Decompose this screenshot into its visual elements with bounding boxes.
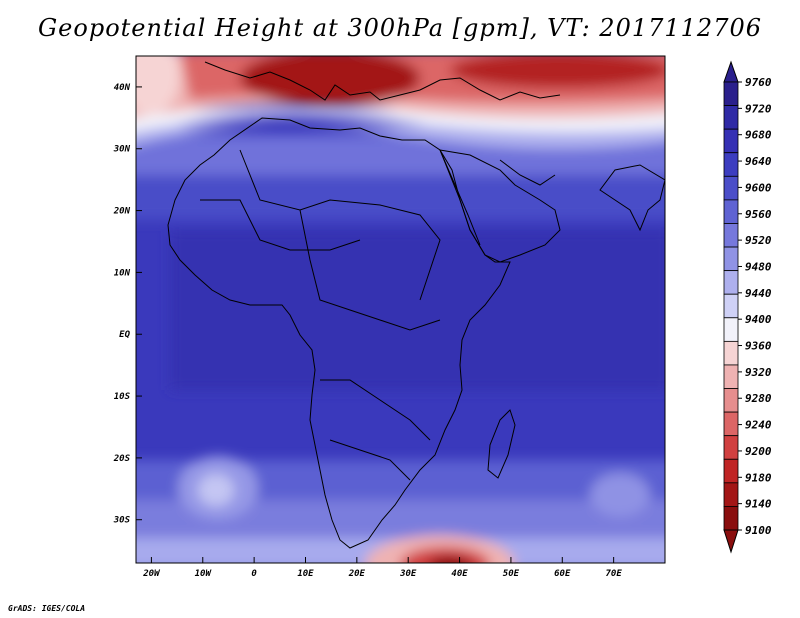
y-tick-label: 30N <box>113 145 131 155</box>
x-tick-label: 70E <box>606 569 623 579</box>
colorbar: 9760 9720 9680 9640 9600 9560 9520 9480 9440 9400… <box>723 60 772 554</box>
colorbar-swatch <box>723 458 739 484</box>
colorbar-swatch <box>723 293 739 319</box>
india-outline <box>599 164 665 232</box>
tropical-core <box>170 230 665 390</box>
inner-border-3 <box>320 379 431 441</box>
inner-border-2 <box>299 209 441 331</box>
asia-trough <box>450 56 665 88</box>
colorbar-swatch <box>723 340 739 366</box>
colorbar-label: 9680 <box>745 129 772 142</box>
colorbar-label: 9600 <box>745 181 772 194</box>
colorbar-swatch <box>723 506 739 531</box>
colorbar-swatch <box>723 175 739 201</box>
colorbar-label: 9100 <box>745 524 772 537</box>
sa-low-core <box>429 556 471 563</box>
med-trough-core <box>240 56 420 106</box>
europe-coast <box>204 61 561 101</box>
madagascar-outline <box>487 409 516 479</box>
persian-gulf <box>499 159 556 186</box>
y-tick-label: 20N <box>113 207 131 217</box>
colorbar-swatch <box>723 482 739 507</box>
colorbar-swatch <box>723 411 739 437</box>
colorbar-label: 9440 <box>745 287 772 300</box>
colorbar-swatch <box>723 152 739 177</box>
y-tick-label: 10S <box>114 392 131 402</box>
colorbar-top-arrow <box>723 60 739 83</box>
colorbar-label: 9560 <box>745 208 772 221</box>
x-tick-label: 20W <box>142 569 161 579</box>
arabia-outline <box>439 149 561 263</box>
x-tick-label: 20E <box>348 569 366 579</box>
height-field <box>136 56 665 563</box>
colorbar-label: 9280 <box>745 392 772 405</box>
plot-frame <box>135 55 666 564</box>
map-title: Geopotential Height at 300hPa [gpm], VT:… <box>38 14 762 42</box>
x-tick-label: 10E <box>297 569 314 579</box>
x-axis: 20W 10W 0 10E 20E 30E 40E 50E 60E 70E <box>142 557 622 579</box>
colorbar-swatch <box>723 105 739 130</box>
indian-high <box>590 473 650 517</box>
colorbar-label: 9200 <box>745 445 772 458</box>
grads-credit: GrADS: IGES/COLA <box>8 604 86 613</box>
colorbar-swatch <box>723 364 739 389</box>
x-tick-label: 30E <box>399 569 417 579</box>
colorbar-label: 9640 <box>745 155 772 168</box>
y-tick-label: 20S <box>113 454 131 464</box>
y-tick-label: 40N <box>114 83 131 93</box>
inner-border-4 <box>329 439 411 481</box>
colorbar-swatch <box>723 128 739 154</box>
colorbar-label: 9320 <box>745 366 772 379</box>
inner-border-5 <box>200 199 361 251</box>
colorbar-label: 9760 <box>745 76 772 89</box>
x-tick-label: 60E <box>554 569 571 579</box>
coastlines <box>167 61 665 549</box>
colorbar-label: 9240 <box>745 419 772 432</box>
colorbar-label: 9360 <box>745 340 772 353</box>
colorbar-label: 9180 <box>745 471 772 484</box>
colorbar-swatch <box>723 223 739 248</box>
atlantic-ridge-nw <box>136 56 180 115</box>
inner-border-1 <box>239 149 441 301</box>
colorbar-label: 9140 <box>745 498 772 511</box>
y-tick-label: 30S <box>113 516 131 526</box>
colorbar-label: 9520 <box>745 234 772 247</box>
x-tick-label: 50E <box>503 569 520 579</box>
red-sea <box>439 149 481 246</box>
x-tick-label: 0 <box>251 569 257 579</box>
colorbar-bottom-arrow <box>723 529 739 554</box>
colorbar-swatch <box>723 246 739 272</box>
colorbar-swatch <box>723 388 739 413</box>
colorbar-swatch <box>723 199 739 224</box>
y-axis: 40N 30N 20N 10N EQ 10S 20S 30S <box>113 83 142 526</box>
x-tick-label: 40E <box>451 569 468 579</box>
colorbar-label: 9720 <box>745 102 772 115</box>
atlantic-high-core <box>198 474 234 506</box>
africa-outline <box>167 117 511 549</box>
colorbar-swatch <box>723 435 739 460</box>
colorbar-label: 9400 <box>745 313 772 326</box>
field-bands <box>136 56 665 563</box>
y-tick-label: 10N <box>114 268 131 278</box>
colorbar-label: 9480 <box>745 260 772 273</box>
sa-low-outer <box>365 535 515 563</box>
colorbar-swatch <box>723 270 739 295</box>
colorbar-swatch <box>723 317 739 342</box>
colorbar-swatch <box>723 81 739 106</box>
y-tick-label: EQ <box>119 330 130 340</box>
sa-low-mid <box>400 547 490 563</box>
x-tick-label: 10W <box>195 569 213 579</box>
